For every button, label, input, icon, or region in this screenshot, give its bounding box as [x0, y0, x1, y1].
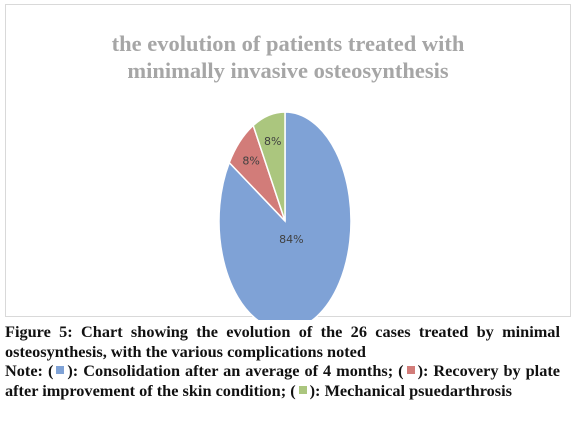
figure-caption: Figure 5: Chart showing the evolution of… — [5, 322, 560, 400]
chart: 84% 8% 8% — [218, 111, 352, 320]
legend-swatch — [406, 366, 415, 374]
legend-label: Consolidation after an average of 4 mont… — [67, 361, 387, 380]
note-label: Note: — [5, 361, 43, 380]
caption-text: Chart showing the evolution of the 26 ca… — [5, 322, 560, 361]
legend-swatch — [56, 366, 65, 374]
caption-label: Figure 5: — [5, 322, 73, 341]
legend-item: Consolidation after an average of 4 mont… — [48, 361, 398, 380]
legend: Consolidation after an average of 4 mont… — [5, 361, 560, 400]
chart-title: the evolution of patients treated with m… — [111, 31, 465, 83]
slice-label: 8% — [264, 135, 281, 148]
legend-label: Mechanical psuedarthrosis — [310, 381, 512, 400]
legend-item: Mechanical psuedarthrosis — [290, 381, 512, 400]
pie-slice — [252, 111, 286, 222]
slice-label: 8% — [242, 154, 259, 167]
legend-swatch — [298, 385, 307, 394]
slice-label: 84% — [279, 233, 303, 246]
